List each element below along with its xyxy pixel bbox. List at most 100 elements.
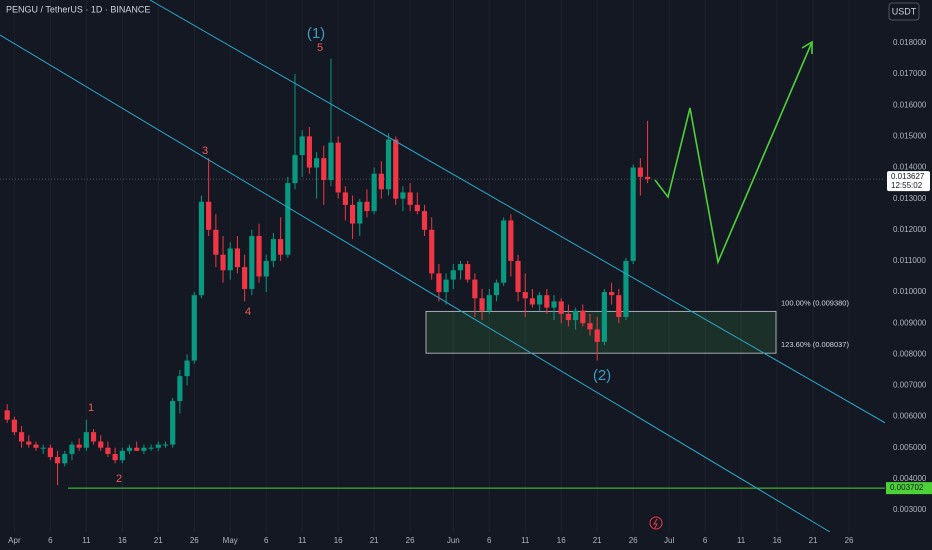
x-tick-label: 16 (334, 536, 343, 545)
candle-body (644, 176, 651, 180)
candle-body (227, 248, 233, 271)
candle-body (616, 295, 622, 317)
candle-body (407, 192, 413, 205)
x-tick-label: 21 (154, 536, 163, 545)
candle-body (119, 450, 125, 461)
candle-body (328, 142, 334, 180)
candle-body (105, 447, 111, 454)
y-tick-label: 0.014000 (893, 163, 927, 172)
support-label: 0.003702 (890, 483, 924, 492)
candle-body (62, 453, 68, 464)
candle-body (47, 447, 53, 458)
wave-label: 1 (88, 402, 94, 414)
candle-body (11, 419, 17, 433)
candle-body (522, 292, 528, 299)
candle-body (529, 298, 536, 305)
candle-body (537, 295, 543, 305)
y-tick-label: 0.011000 (893, 256, 926, 265)
candle-body (515, 260, 521, 293)
chart-title: PENGU / TetherUS · 1D · BINANCE (6, 4, 150, 14)
candle-body (299, 136, 305, 156)
candle-body (256, 236, 262, 277)
candle-body (292, 155, 298, 184)
candle-body (623, 260, 629, 317)
candle-body (112, 453, 118, 461)
candle-body (242, 267, 248, 289)
x-tick-label: 21 (370, 536, 379, 545)
x-tick-label: 6 (264, 536, 269, 545)
candle-body (98, 441, 104, 448)
candle-body (191, 295, 197, 361)
candle-body (357, 201, 363, 224)
candle-body (493, 282, 500, 296)
x-tick-label: 11 (521, 536, 530, 545)
y-tick-label: 0.016000 (893, 100, 927, 109)
x-tick-label: 26 (629, 536, 638, 545)
candle-body (587, 323, 593, 330)
alert-icon[interactable] (649, 516, 663, 530)
candle-body (457, 264, 464, 271)
candle-body (421, 211, 428, 230)
candles (4, 58, 651, 486)
candle-body (551, 301, 557, 308)
x-tick-label: Apr (8, 536, 21, 545)
candle-body (429, 229, 435, 274)
currency-button[interactable] (888, 2, 920, 21)
wave-label: 4 (245, 306, 251, 318)
candle-body (278, 239, 284, 255)
candle-body (385, 139, 392, 190)
wave-label: 2 (116, 473, 122, 485)
y-tick-label: 0.003000 (893, 505, 927, 514)
candle-body (134, 447, 140, 451)
x-tick-label: 6 (48, 536, 53, 545)
candle-body (414, 204, 420, 212)
y-tick-label: 0.005000 (893, 443, 927, 452)
candle-body (364, 201, 370, 212)
candle-body (184, 360, 190, 377)
candle-body (155, 444, 161, 448)
candle-body (270, 239, 277, 261)
candle-body (400, 192, 406, 199)
x-tick-label: May (223, 536, 238, 545)
y-tick-label: 0.012000 (893, 225, 927, 234)
candle-body (18, 432, 25, 442)
channel-lower (0, 34, 831, 533)
candle-body (148, 447, 154, 449)
x-tick-label: Jul (664, 536, 674, 545)
candle-body (126, 447, 133, 451)
candle-body (508, 220, 514, 261)
support-tag (886, 482, 932, 495)
price-axis-bg (885, 0, 932, 550)
x-tick-label: 26 (406, 536, 415, 545)
y-tick-label: 0.018000 (893, 38, 927, 47)
candle-body (220, 254, 226, 271)
y-tick-label: 0.007000 (893, 381, 927, 390)
x-tick-label: 16 (557, 536, 566, 545)
candle-body (472, 279, 478, 299)
candle-body (141, 447, 147, 451)
candle-body (594, 329, 600, 342)
candle-body (465, 264, 471, 280)
candle-body (76, 444, 82, 448)
candle-body (501, 220, 507, 283)
y-tick-label: 0.009000 (893, 318, 927, 327)
candle-body (637, 167, 643, 177)
candle-body (371, 173, 377, 212)
candle-body (33, 444, 39, 448)
candle-body (263, 260, 269, 277)
y-tick-label: 0.010000 (893, 287, 927, 296)
candle-body (90, 432, 97, 442)
y-tick-label: 0.017000 (893, 69, 927, 78)
wave-label: (1) (307, 25, 325, 42)
drawings: 100.00% (0.009380) 123.60% (0.008037) (0, 178, 885, 489)
x-tick-label: 6 (487, 536, 492, 545)
candle-body (40, 447, 46, 449)
y-tick-label: 0.004000 (893, 474, 927, 483)
candle-body (313, 158, 320, 168)
x-tick-label: 11 (737, 536, 746, 545)
candle-body (162, 444, 169, 446)
candle-body (349, 204, 356, 224)
x-tick-label: 26 (845, 536, 854, 545)
candle-body (630, 167, 636, 261)
